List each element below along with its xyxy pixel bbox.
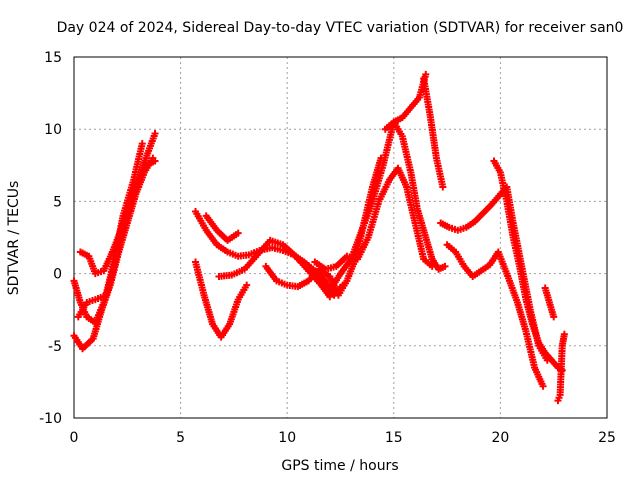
series-arc-4d: [541, 284, 558, 321]
y-tick-label: 10: [44, 122, 62, 138]
data-point: [422, 70, 430, 78]
data-point: [539, 382, 547, 390]
x-tick-label: 10: [278, 430, 296, 446]
x-tick-label: 5: [176, 430, 185, 446]
plot-frame: [73, 56, 608, 419]
y-tick-label: -5: [48, 339, 62, 355]
series-arc-3c: [311, 164, 436, 273]
data-points: [70, 70, 568, 405]
series-arc-3b: [294, 70, 430, 295]
series-arc-1a: [70, 130, 159, 327]
data-point: [151, 157, 159, 165]
data-point: [243, 281, 251, 289]
y-axis-label: SDTVAR / TECUs: [6, 181, 22, 296]
grid-lines: [74, 57, 607, 418]
series-arc-2a: [192, 258, 251, 341]
series-arc-4e: [554, 330, 568, 405]
x-axis: 0 5 10 15 20 25: [70, 430, 616, 446]
x-tick-label: 20: [491, 430, 509, 446]
series-arc-4b: [443, 241, 547, 390]
data-point: [138, 140, 146, 148]
chart-title: Day 024 of 2024, Sidereal Day-to-day VTE…: [57, 20, 624, 36]
x-tick-label: 15: [385, 430, 403, 446]
y-tick-label: 0: [53, 267, 62, 283]
series-arc-4c: [490, 157, 566, 374]
series-arc-3d: [381, 118, 449, 273]
series-arc-2c: [202, 212, 242, 244]
y-tick-label: 5: [53, 194, 62, 210]
data-point: [234, 229, 242, 237]
x-axis-label: GPS time / hours: [281, 458, 398, 474]
data-point: [560, 330, 568, 338]
y-tick-label: -10: [39, 411, 62, 427]
x-tick-label: 25: [598, 430, 616, 446]
data-point: [439, 183, 447, 191]
data-point: [151, 130, 159, 138]
data-point: [550, 313, 558, 321]
series-arc-3e: [420, 75, 447, 191]
data-point: [441, 262, 449, 270]
x-tick-label: 0: [70, 430, 79, 446]
series-arc-2d: [215, 236, 334, 301]
y-tick-label: 15: [44, 50, 62, 66]
series-arc-1d: [74, 140, 146, 321]
y-axis: -10 -5 0 5 10 15: [39, 50, 62, 427]
